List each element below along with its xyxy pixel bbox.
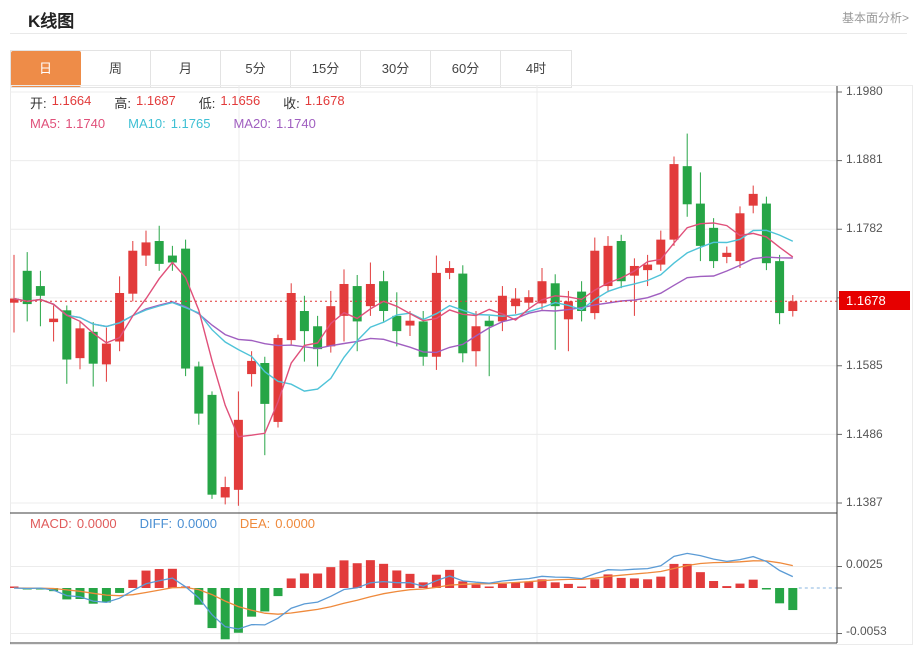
tab-month[interactable]: 月 (151, 51, 221, 87)
fundamental-analysis-link[interactable]: 基本面分析> (841, 11, 909, 25)
tab-30min[interactable]: 30分 (361, 51, 431, 87)
price-axis-label: 1.1387 (846, 495, 883, 509)
price-axis-label: 1.1585 (846, 358, 883, 372)
page-title: K线图 (28, 12, 75, 31)
current-price-badge: 1.1678 (839, 291, 910, 310)
price-axis-label: 1.1881 (846, 152, 883, 166)
tab-4hour[interactable]: 4时 (501, 51, 571, 87)
tab-week[interactable]: 周 (81, 51, 151, 87)
tab-5min[interactable]: 5分 (221, 51, 291, 87)
header-divider (10, 33, 907, 34)
period-tab-bar: 日 周 月 5分 15分 30分 60分 4时 (10, 50, 572, 88)
tab-60min[interactable]: 60分 (431, 51, 501, 87)
tab-15min[interactable]: 15分 (291, 51, 361, 87)
price-axis-label: 1.1980 (846, 84, 883, 98)
macd-axis-label: 0.0025 (846, 557, 883, 571)
macd-axis-label: -0.0053 (846, 624, 887, 638)
price-axis-label: 1.1782 (846, 221, 883, 235)
kline-chart[interactable] (10, 85, 914, 647)
price-axis-label: 1.1486 (846, 427, 883, 441)
tab-day[interactable]: 日 (11, 51, 81, 87)
